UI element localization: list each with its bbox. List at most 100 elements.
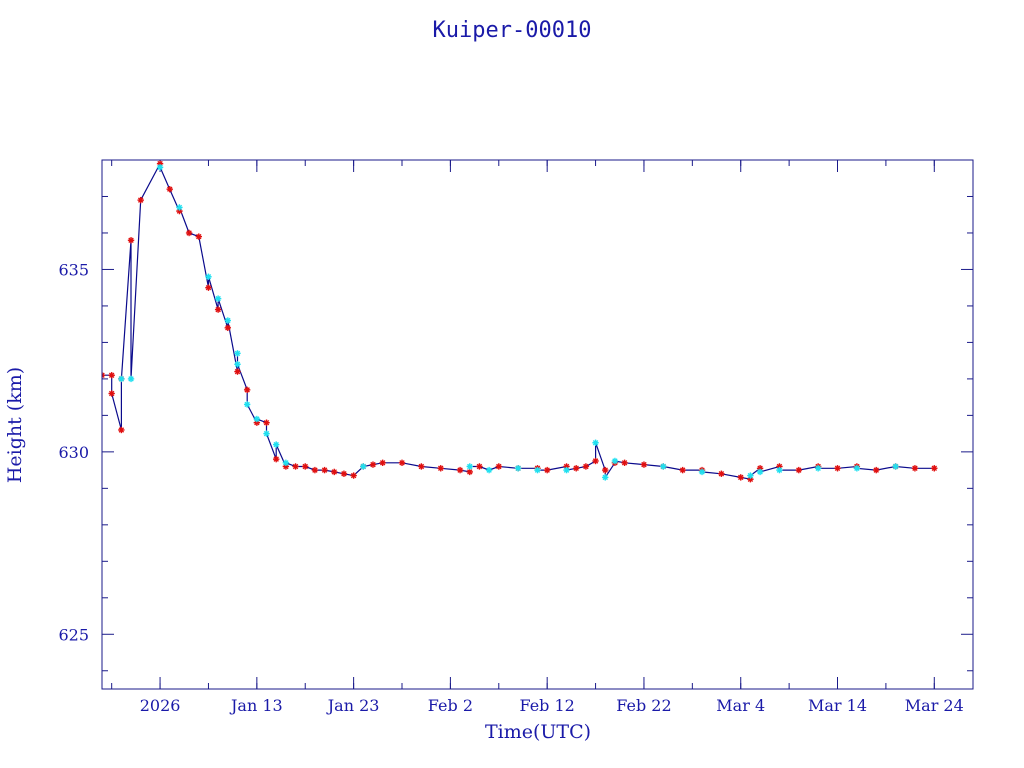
data-point-red [379, 459, 386, 467]
tick-labels: 2026 Jan 13 Jan 23 Feb 2 Feb 12 Feb 22 Mar 4 Ma… [58, 260, 963, 715]
marker-stroke [515, 465, 521, 472]
data-point-cyan [263, 430, 270, 437]
data-point-red [582, 463, 590, 470]
y-tick-label: 625 [58, 625, 89, 644]
marker-stroke [834, 465, 841, 472]
marker-stroke [196, 233, 202, 240]
marker-stroke [534, 467, 541, 473]
x-tick-label: Feb 2 [428, 696, 473, 715]
marker-stroke [350, 472, 357, 479]
marker-stroke [186, 230, 192, 236]
marker-stroke [118, 427, 125, 433]
data-point-red [118, 426, 125, 434]
data-point-cyan [234, 350, 241, 357]
marker-stroke [873, 467, 879, 473]
data-point-red [273, 455, 280, 463]
marker-stroke [379, 460, 386, 466]
marker-stroke [331, 469, 338, 475]
data-point-red [456, 466, 464, 474]
data-point-red [302, 463, 309, 470]
marker-stroke [496, 463, 502, 470]
marker-stroke [854, 465, 860, 472]
marker-stroke [641, 461, 647, 468]
marker-stroke [573, 465, 579, 472]
marker-stroke [292, 463, 299, 470]
marker-stroke [108, 390, 115, 397]
marker-stroke [602, 474, 608, 481]
marker-stroke [776, 467, 783, 473]
data-point-cyan [592, 439, 599, 446]
marker-stroke [205, 274, 212, 280]
marker-stroke [931, 465, 938, 472]
x-tick-label: Jan 13 [229, 696, 283, 715]
data-point-red [592, 457, 599, 465]
y-tick-label: 635 [58, 260, 89, 279]
marker-stroke [486, 467, 492, 473]
data-point-cyan [118, 375, 125, 383]
marker-stroke [157, 164, 163, 171]
marker-stroke [234, 361, 241, 368]
data-point-cyan [756, 468, 764, 476]
marker-stroke [302, 463, 308, 470]
marker-stroke [205, 284, 212, 291]
marker-stroke [544, 467, 550, 473]
data-point-red [543, 466, 551, 474]
data-point-red [369, 461, 377, 468]
data-point-red [640, 461, 648, 468]
data-point-red [234, 368, 241, 375]
data-point-cyan [273, 441, 280, 448]
data-point-cyan [156, 164, 164, 171]
data-point-cyan [205, 273, 212, 280]
data-point-red [102, 372, 106, 379]
data-point-red [873, 466, 880, 474]
data-point-cyan [563, 466, 570, 474]
x-tick-label: Mar 14 [808, 696, 867, 715]
marker-stroke [263, 419, 270, 426]
marker-stroke [467, 463, 473, 470]
data-point-cyan [214, 295, 222, 302]
data-point-cyan [534, 466, 541, 474]
data-point-red [321, 466, 328, 474]
marker-stroke [660, 463, 667, 470]
marker-stroke [602, 467, 608, 473]
marker-stroke [102, 372, 105, 377]
data-point-red [108, 390, 115, 397]
y-axis-label: Height (km) [4, 367, 26, 483]
chart-title: Kuiper-00010 [433, 18, 592, 43]
marker-stroke [892, 463, 899, 470]
data-point-red [602, 466, 609, 474]
data-point-red [718, 470, 725, 477]
data-point-cyan [253, 415, 261, 423]
data-point-red [621, 459, 628, 467]
data-point-red [205, 284, 212, 291]
marker-stroke [912, 465, 918, 472]
data-point-red [495, 463, 502, 470]
data-point-red [195, 233, 202, 240]
marker-stroke [583, 463, 589, 470]
tick-marks [102, 159, 973, 689]
marker-stroke [757, 469, 763, 475]
marker-stroke [108, 372, 115, 378]
data-point-cyan [776, 466, 783, 474]
marker-stroke [341, 471, 347, 477]
x-tick-label: Mar 4 [716, 696, 765, 715]
x-tick-label: Feb 12 [519, 696, 574, 715]
marker-stroke [592, 440, 599, 446]
data-point-red [311, 466, 319, 474]
data-point-cyan [853, 465, 861, 472]
data-point-cyan [514, 465, 522, 472]
x-tick-label: Feb 22 [616, 696, 671, 715]
marker-stroke [457, 467, 463, 473]
data-point-red [137, 196, 144, 204]
data-point-red [437, 465, 444, 472]
data-point-red [224, 324, 232, 332]
data-point-red [263, 419, 270, 426]
data-point-cyan [660, 463, 667, 470]
data-point-cyan [234, 361, 241, 368]
data-point-cyan [485, 466, 493, 474]
plot-area [102, 160, 938, 483]
data-point-red [292, 463, 299, 470]
data-point-red [795, 466, 802, 474]
marker-stroke [796, 467, 802, 473]
